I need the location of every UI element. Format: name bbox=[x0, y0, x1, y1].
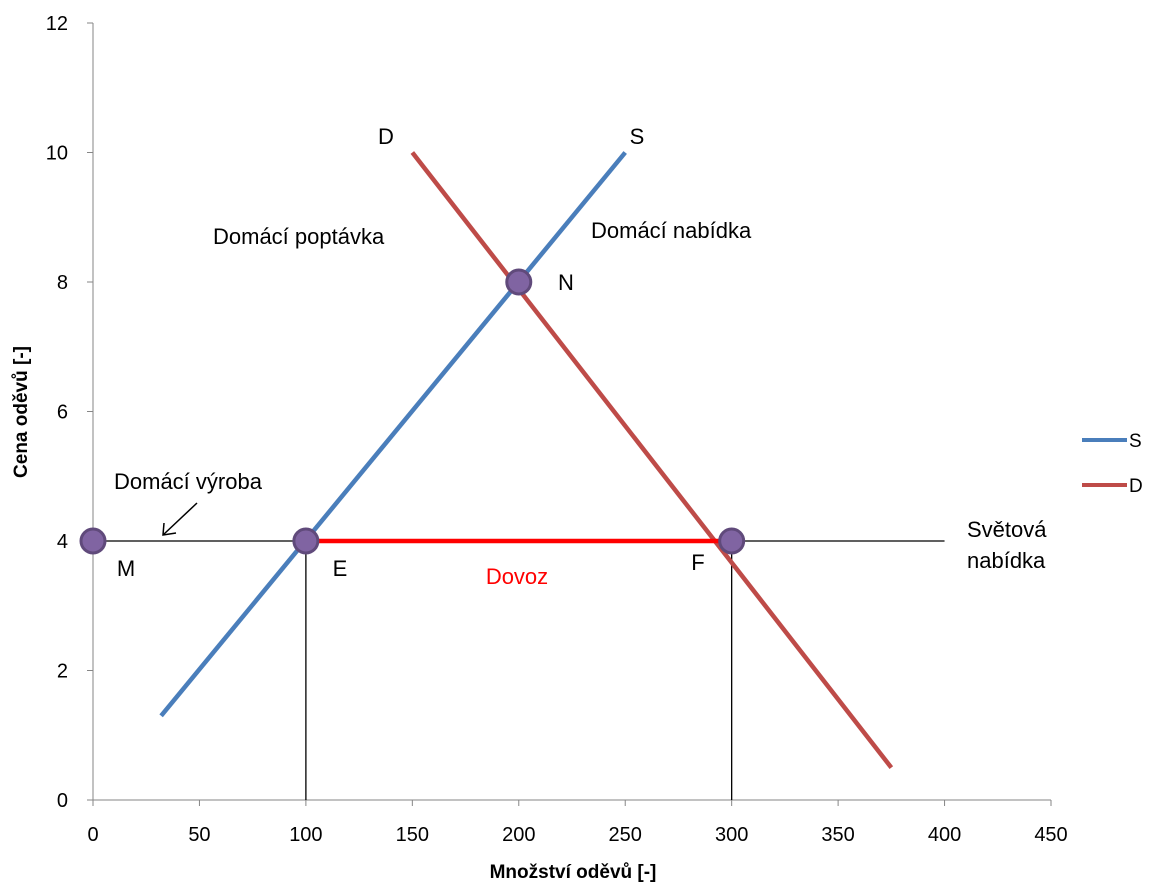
x-tick-label: 200 bbox=[502, 824, 535, 846]
point-label-e: E bbox=[333, 556, 348, 581]
legend: S D bbox=[1082, 431, 1143, 497]
legend-label-s: S bbox=[1129, 431, 1142, 452]
y-tick-label: 8 bbox=[57, 272, 68, 294]
y-tick-label: 4 bbox=[57, 531, 68, 553]
series-line-d bbox=[410, 151, 894, 770]
x-tick-label: 450 bbox=[1034, 824, 1067, 846]
point-label-m: M bbox=[117, 556, 135, 581]
x-tick-label: 250 bbox=[609, 824, 642, 846]
point-labels: M E F N bbox=[117, 270, 705, 581]
curve-label-d: D bbox=[378, 124, 394, 149]
point-marker-n bbox=[505, 268, 533, 296]
tick-labels: 0 50 100 150 200 250 300 350 400 450 0 2 4 6 8 10 12 bbox=[46, 13, 1068, 846]
x-axis-title: Množství oděvů [-] bbox=[490, 862, 657, 883]
production-arrow bbox=[162, 502, 198, 536]
point-marker-f bbox=[718, 527, 746, 555]
point-marker-m bbox=[79, 527, 107, 555]
point-marker-e bbox=[292, 527, 320, 555]
legend-label-d: D bbox=[1129, 476, 1143, 497]
x-tick-label: 50 bbox=[188, 824, 210, 846]
world-supply-label-line2: nabídka bbox=[967, 548, 1046, 573]
y-axis-title: Cena oděvů [-] bbox=[11, 346, 32, 478]
x-tick-label: 350 bbox=[821, 824, 854, 846]
world-supply-label-line1: Světová bbox=[967, 517, 1047, 542]
curve-label-s: S bbox=[630, 124, 645, 149]
y-tick-label: 0 bbox=[57, 790, 68, 812]
y-tick-label: 10 bbox=[46, 143, 68, 165]
domestic-demand-label: Domácí poptávka bbox=[213, 224, 385, 249]
imports-label: Dovoz bbox=[486, 564, 548, 589]
x-tick-label: 100 bbox=[289, 824, 322, 846]
point-label-n: N bbox=[558, 270, 574, 295]
x-tick-label: 0 bbox=[87, 824, 98, 846]
x-tick-label: 300 bbox=[715, 824, 748, 846]
x-tick-label: 400 bbox=[928, 824, 961, 846]
series-lines bbox=[159, 151, 894, 770]
y-tick-label: 6 bbox=[57, 402, 68, 424]
y-tick-label: 12 bbox=[46, 13, 68, 35]
series-line-s bbox=[159, 151, 627, 718]
point-markers bbox=[79, 268, 746, 555]
domestic-supply-label: Domácí nabídka bbox=[591, 218, 752, 243]
domestic-production-label: Domácí výroba bbox=[114, 469, 263, 494]
y-tick-label: 2 bbox=[57, 661, 68, 683]
x-tick-label: 150 bbox=[396, 824, 429, 846]
axes bbox=[87, 22, 1052, 806]
point-label-f: F bbox=[691, 550, 704, 575]
